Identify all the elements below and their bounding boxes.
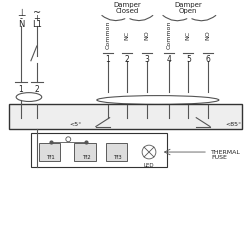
Text: LED: LED [144, 163, 154, 168]
Text: 1: 1 [19, 84, 24, 93]
FancyBboxPatch shape [31, 134, 167, 167]
Text: N: N [18, 20, 24, 29]
Text: Tf1: Tf1 [46, 155, 55, 160]
Text: NC: NC [186, 30, 191, 40]
Text: 3: 3 [144, 55, 150, 64]
Text: Common: Common [166, 21, 171, 49]
Text: 1: 1 [105, 55, 110, 64]
Text: <5°: <5° [70, 122, 82, 126]
Text: Damper: Damper [174, 2, 202, 8]
FancyBboxPatch shape [39, 144, 60, 161]
Text: Open: Open [179, 8, 198, 14]
Text: L1: L1 [32, 20, 42, 29]
Text: Tf3: Tf3 [113, 155, 122, 160]
FancyBboxPatch shape [74, 144, 96, 161]
Text: 2: 2 [34, 84, 39, 93]
Text: NC: NC [125, 30, 130, 40]
Text: NO: NO [206, 30, 210, 40]
Text: ⊥: ⊥ [17, 8, 25, 18]
Text: 6: 6 [206, 55, 210, 64]
FancyBboxPatch shape [9, 104, 241, 130]
Text: NO: NO [144, 30, 150, 40]
FancyBboxPatch shape [106, 144, 127, 161]
Text: Closed: Closed [116, 8, 139, 14]
Text: Common: Common [105, 21, 110, 49]
Text: THERMAL
FUSE: THERMAL FUSE [211, 149, 241, 160]
Text: Tf2: Tf2 [82, 155, 90, 160]
Text: -: - [20, 14, 22, 23]
Text: Damper: Damper [114, 2, 141, 8]
Text: 4: 4 [166, 55, 171, 64]
Text: ~: ~ [33, 8, 41, 18]
Text: +: + [34, 14, 40, 23]
Text: 2: 2 [125, 55, 130, 64]
Text: 5: 5 [186, 55, 191, 64]
Text: <85°: <85° [226, 122, 242, 126]
